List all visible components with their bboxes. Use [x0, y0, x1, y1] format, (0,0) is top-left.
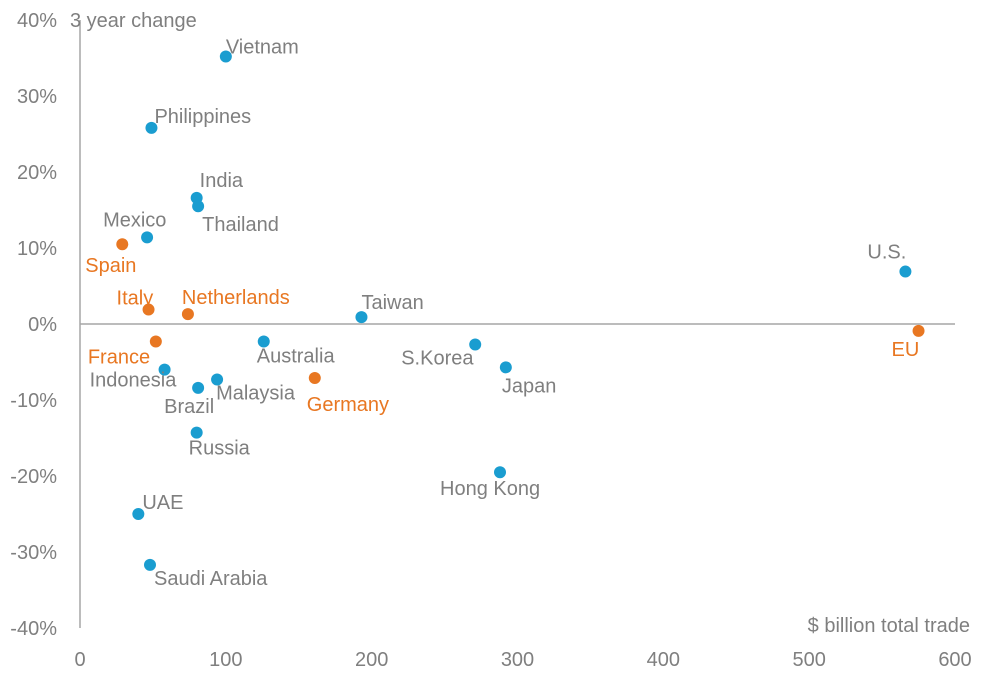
label-hong-kong: Hong Kong	[440, 478, 540, 500]
label-malaysia: Malaysia	[216, 382, 296, 404]
point-labels: Vietnam Philippines India Thailand Mexico Spa…	[85, 36, 919, 589]
label-thailand: Thailand	[202, 214, 279, 236]
label-u-s: U.S.	[867, 242, 906, 264]
y-tick-label: 0%	[28, 314, 57, 336]
label-italy: Italy	[117, 288, 154, 310]
x-tick-label: 100	[209, 649, 242, 671]
label-eu: EU	[892, 339, 920, 361]
point-spain	[116, 238, 129, 251]
y-tick-label: 30%	[17, 86, 57, 108]
y-tick-label: -30%	[10, 542, 57, 564]
point-germany	[308, 371, 321, 384]
x-tick-label: 200	[355, 649, 388, 671]
y-tick-label: 40%	[17, 10, 57, 32]
y-tick-label: 10%	[17, 238, 57, 260]
y-tick-label: -40%	[10, 618, 57, 640]
label-mexico: Mexico	[103, 209, 166, 231]
data-points	[116, 50, 925, 571]
x-tick-label: 600	[938, 649, 971, 671]
point-saudi-arabia	[144, 558, 156, 571]
y-tick-group: 40% 30% 20% 10% 0% -10% -20% -30% -40%	[10, 10, 57, 640]
x-tick-label: 500	[792, 649, 825, 671]
point-taiwan	[355, 311, 368, 324]
point-malaysia	[211, 373, 224, 386]
point-brazil	[192, 381, 205, 394]
point-thailand	[192, 200, 205, 213]
point-philippines	[145, 121, 158, 134]
point-vietnam	[219, 50, 232, 63]
point-italy	[142, 303, 155, 316]
point-mexico	[141, 231, 154, 244]
point-australia	[257, 335, 270, 348]
label-vietnam: Vietnam	[226, 36, 299, 58]
label-uae: UAE	[142, 492, 183, 514]
y-tick-label: -20%	[10, 466, 57, 488]
x-tick-group: 0 100 200 300 400 500 600	[74, 649, 971, 671]
y-axis-title: 3 year change	[70, 10, 197, 32]
label-japan: Japan	[502, 375, 557, 397]
x-axis-title: $ billion total trade	[808, 615, 970, 637]
label-saudi-arabia: Saudi Arabia	[154, 568, 268, 590]
label-indonesia: Indonesia	[90, 370, 178, 392]
point-u-s	[899, 265, 912, 278]
point-france	[149, 335, 162, 348]
label-australia: Australia	[257, 345, 336, 367]
label-spain: Spain	[85, 255, 136, 277]
y-tick-label: -10%	[10, 390, 57, 412]
point-indonesia	[158, 363, 171, 376]
label-taiwan: Taiwan	[361, 292, 423, 314]
label-netherlands: Netherlands	[182, 287, 290, 309]
x-tick-label: 300	[501, 649, 534, 671]
point-s-korea	[469, 338, 482, 351]
point-russia	[190, 426, 203, 439]
label-russia: Russia	[189, 438, 251, 460]
label-s-korea: S.Korea	[401, 348, 474, 370]
label-brazil: Brazil	[164, 396, 214, 418]
point-uae	[132, 508, 145, 520]
label-france: France	[88, 346, 150, 368]
x-tick-label: 400	[647, 649, 680, 671]
y-tick-label: 20%	[17, 162, 57, 184]
label-germany: Germany	[307, 394, 389, 416]
point-japan	[499, 361, 512, 374]
point-eu	[912, 324, 925, 337]
x-tick-label: 0	[74, 649, 85, 671]
label-india: India	[200, 170, 244, 192]
point-netherlands	[181, 308, 194, 321]
point-hong-kong	[494, 466, 506, 479]
label-philippines: Philippines	[154, 106, 251, 128]
